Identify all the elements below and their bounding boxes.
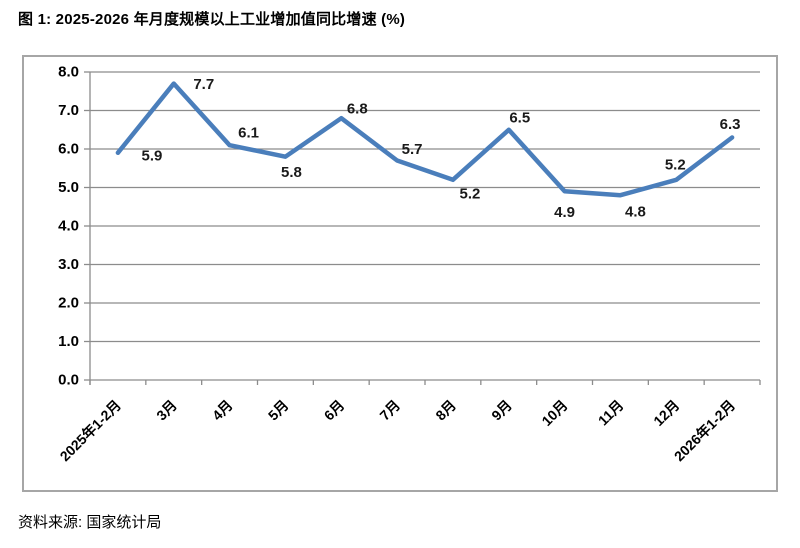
data-point-label: 4.8 — [625, 204, 646, 221]
x-tick-label: 12月 — [650, 397, 682, 429]
y-tick-label: 8.0 — [58, 64, 79, 81]
data-point-label: 5.7 — [402, 141, 423, 158]
x-tick-label: 7月 — [376, 397, 403, 424]
data-point-label: 6.3 — [720, 116, 741, 133]
y-tick-label: 1.0 — [58, 333, 79, 350]
y-tick-label: 4.0 — [58, 218, 79, 235]
x-tick-label: 6月 — [321, 397, 348, 424]
x-tick-label: 10月 — [538, 397, 570, 429]
data-point-label: 7.7 — [193, 76, 214, 93]
data-point-label: 5.9 — [141, 147, 162, 164]
data-point-label: 5.2 — [665, 156, 686, 173]
y-tick-label: 0.0 — [58, 372, 79, 389]
y-tick-label: 6.0 — [58, 141, 79, 158]
line-chart: 0.0 1.0 2.0 3.0 4.0 5.0 6.0 7.0 8.0 2025年1-2月 3月 4月… — [57, 64, 761, 464]
x-tick-label: 11月 — [595, 397, 627, 429]
x-tick-label: 5月 — [265, 397, 292, 424]
y-tick-label: 3.0 — [58, 256, 79, 273]
chart-container: 0.0 1.0 2.0 3.0 4.0 5.0 6.0 7.0 8.0 2025年1-2月 3月 4月… — [22, 55, 778, 492]
chart-title: 图 1: 2025-2026 年月度规模以上工业增加值同比增速 (%) — [18, 11, 406, 28]
y-tick-label: 5.0 — [58, 179, 79, 196]
x-tick-label: 9月 — [488, 397, 515, 424]
data-point-label: 6.8 — [347, 101, 368, 118]
data-series-line — [115, 81, 735, 198]
y-tick-label: 2.0 — [58, 295, 79, 312]
x-tick-label: 4月 — [209, 397, 236, 424]
x-tick-label: 8月 — [432, 397, 459, 424]
y-tick-label: 7.0 — [58, 102, 79, 119]
x-tick-label: 2025年1-2月 — [57, 397, 124, 464]
data-point-label: 6.5 — [509, 109, 530, 126]
data-point-label: 4.9 — [554, 204, 575, 221]
data-point-label: 5.2 — [459, 185, 480, 202]
source-note: 资料来源: 国家统计局 — [18, 514, 162, 531]
x-tick-label: 3月 — [153, 397, 180, 424]
data-point-label: 5.8 — [281, 164, 302, 181]
data-point-label: 6.1 — [238, 125, 259, 142]
